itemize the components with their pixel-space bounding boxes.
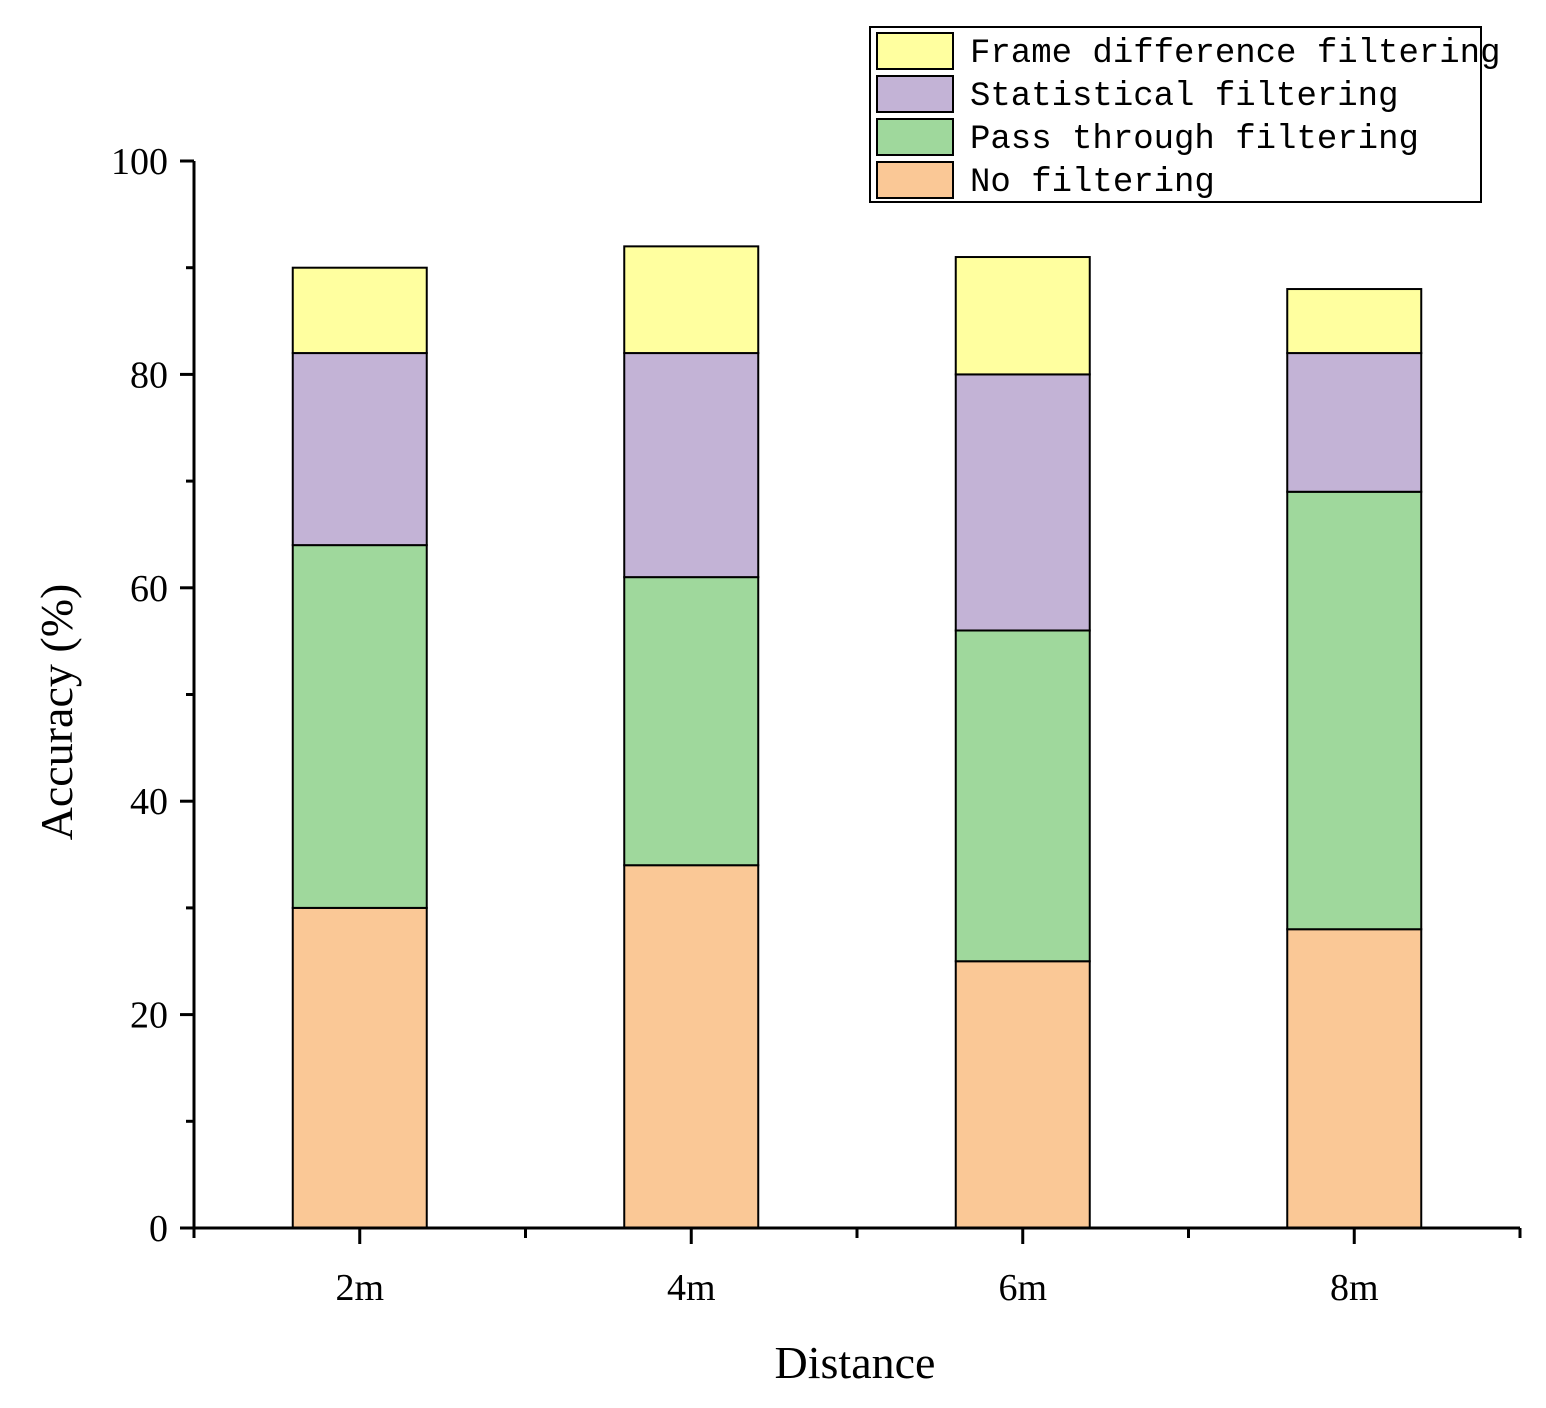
bar-statistical-filtering-4m [623,352,760,579]
bar-no-filtering-6m [954,960,1091,1229]
y-tick-label: 60 [130,568,168,610]
x-tick-label: 2m [335,1267,384,1309]
bar-statistical-filtering-8m [1286,352,1423,493]
legend-swatch-no-filtering [876,161,954,199]
axes-layer: 0 20 40 60 80 100 2m 4m 6m 8m [111,141,1522,1309]
y-tick-label: 0 [149,1208,168,1250]
bar-statistical-filtering-6m [954,373,1091,632]
legend-label-frame-difference-filtering: Frame difference filtering [970,35,1501,73]
x-tick-label: 6m [998,1267,1047,1309]
bar-pass-through-filtering-6m [954,629,1091,963]
x-axis-title: Distance [775,1337,936,1388]
legend-swatch-frame-difference-filtering [876,32,954,70]
bars-layer [291,245,1423,1230]
bar-no-filtering-4m [623,864,760,1229]
x-tick-label: 8m [1330,1267,1379,1309]
bar-pass-through-filtering-8m [1286,490,1423,931]
y-tick-label: 80 [130,354,168,396]
y-tick-label: 20 [130,995,168,1037]
y-tick-label: 100 [111,141,168,183]
bar-no-filtering-8m [1286,928,1423,1229]
legend-label-no-filtering: No filtering [970,164,1215,202]
legend-swatch-statistical-filtering [876,75,954,113]
bar-pass-through-filtering-2m [291,544,428,909]
legend-frame [869,26,1482,203]
bar-statistical-filtering-2m [291,352,428,547]
y-tick-label: 40 [130,781,168,823]
x-tick-label: 4m [667,1267,716,1309]
y-ticks: 0 20 40 60 80 100 [111,141,194,1250]
bar-frame-difference-filtering-2m [291,266,428,355]
legend-swatch-pass-through-filtering [876,118,954,156]
bar-frame-difference-filtering-4m [623,245,760,355]
legend: Frame difference filtering Statistical fi… [869,26,1501,203]
bar-frame-difference-filtering-6m [954,256,1091,376]
y-axis-title: Accuracy (%) [31,584,82,841]
bar-pass-through-filtering-4m [623,576,760,867]
bar-frame-difference-filtering-8m [1286,288,1423,355]
bar-no-filtering-2m [291,906,428,1230]
legend-label-pass-through-filtering: Pass through filtering [970,121,1419,159]
legend-label-statistical-filtering: Statistical filtering [970,78,1398,116]
x-ticks: 2m 4m 6m 8m [192,1228,1522,1309]
